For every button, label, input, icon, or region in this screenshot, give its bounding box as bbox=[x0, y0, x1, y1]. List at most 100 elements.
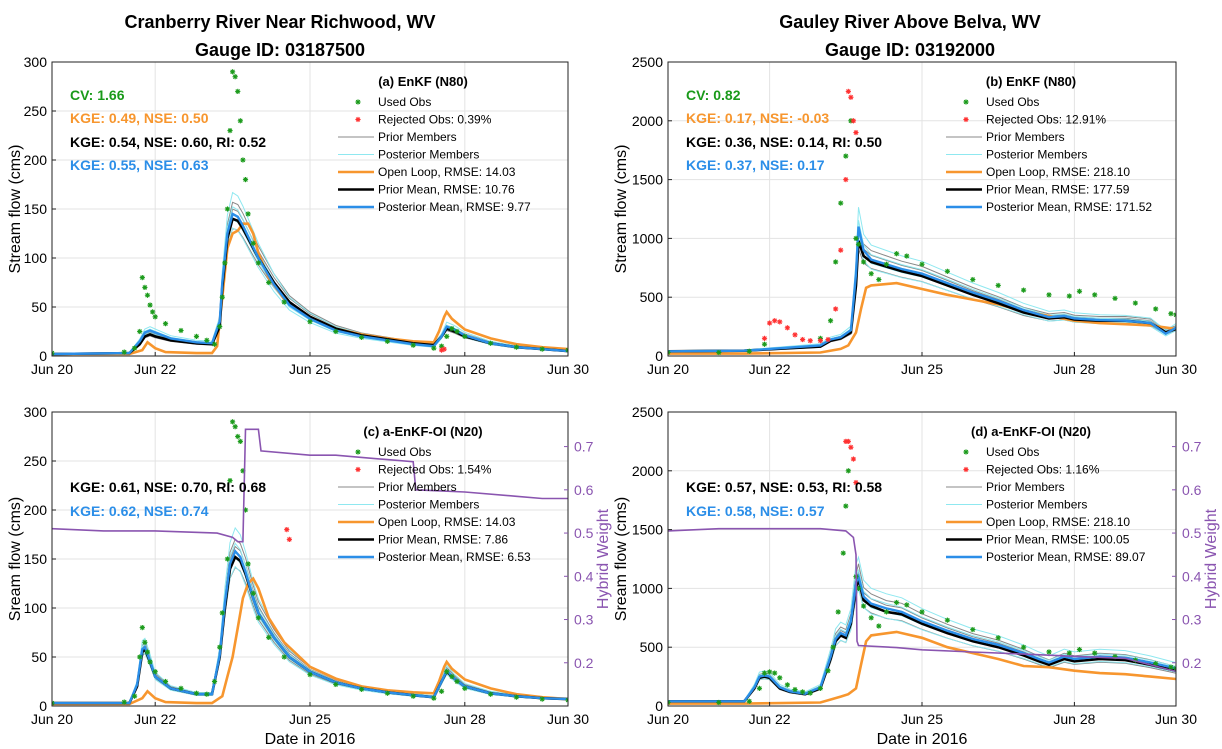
x-tick-label: Jun 25 bbox=[289, 361, 331, 377]
used-obs-point bbox=[245, 211, 251, 217]
open-loop-line bbox=[52, 576, 568, 706]
metric-open-loop: KGE: 0.49, NSE: 0.50 bbox=[70, 110, 209, 126]
legend-prior-members: Prior Members bbox=[946, 480, 1065, 494]
plot-area bbox=[52, 69, 568, 356]
x-tick-label: Jun 22 bbox=[749, 361, 791, 377]
used-obs-point bbox=[449, 674, 455, 680]
y-tick-label: 0 bbox=[39, 698, 47, 714]
marker-stroke bbox=[539, 346, 545, 352]
legend-marker bbox=[355, 449, 361, 455]
used-obs-point bbox=[838, 200, 844, 206]
marker-stroke bbox=[227, 128, 233, 133]
marker-stroke bbox=[1077, 289, 1082, 294]
marker-stroke bbox=[970, 277, 976, 282]
marker-stroke bbox=[945, 269, 950, 274]
used-obs-point bbox=[1112, 295, 1118, 301]
marker-stroke bbox=[861, 259, 866, 265]
used-obs-point bbox=[142, 284, 148, 290]
used-obs-point bbox=[144, 649, 151, 655]
marker-stroke bbox=[240, 157, 246, 163]
x-tick-label: Jun 30 bbox=[1155, 361, 1197, 377]
marker-stroke bbox=[884, 609, 889, 615]
metric-posterior: KGE: 0.58, NSE: 0.57 bbox=[686, 503, 825, 519]
marker-stroke bbox=[137, 329, 143, 334]
metric-open-loop: KGE: 0.17, NSE: -0.03 bbox=[686, 110, 829, 126]
used-obs-point bbox=[232, 424, 238, 430]
used-obs-point bbox=[217, 324, 223, 330]
used-obs-point bbox=[121, 349, 127, 355]
used-obs-point bbox=[150, 309, 156, 315]
rejected-obs-point bbox=[807, 338, 813, 344]
used-obs-point bbox=[454, 678, 460, 685]
marker-stroke bbox=[163, 679, 168, 684]
legend-rejected-obs: Rejected Obs: 1.54% bbox=[355, 463, 492, 477]
used-obs-point bbox=[995, 282, 1001, 289]
marker-stroke bbox=[963, 99, 969, 105]
marker-stroke bbox=[230, 419, 235, 425]
right-title-line1: Gauley River Above Belva, WV bbox=[779, 12, 1041, 32]
used-obs-point bbox=[384, 690, 390, 696]
used-obs-point bbox=[565, 347, 568, 353]
y-tick-label: 0 bbox=[655, 348, 663, 364]
marker-stroke bbox=[488, 340, 493, 346]
rejected-obs-point bbox=[850, 456, 857, 462]
used-obs-point bbox=[359, 686, 365, 692]
used-obs-point bbox=[868, 615, 874, 621]
marker-stroke bbox=[140, 625, 145, 630]
legend-posterior-members: Posterior Members bbox=[338, 148, 479, 162]
used-obs-point bbox=[307, 672, 313, 678]
x-tick-label: Jun 22 bbox=[749, 711, 791, 727]
marker-stroke bbox=[539, 696, 545, 702]
used-obs-point bbox=[193, 690, 200, 696]
marker-stroke bbox=[52, 350, 55, 354]
used-obs-point bbox=[137, 654, 143, 660]
rejected-obs-point bbox=[792, 332, 798, 338]
used-obs-point bbox=[211, 341, 218, 347]
marker-stroke bbox=[846, 439, 851, 444]
marker-stroke bbox=[772, 670, 777, 676]
y-tick-label: 300 bbox=[24, 404, 48, 420]
marker-stroke bbox=[235, 89, 241, 94]
marker-stroke bbox=[825, 337, 831, 342]
legend-marker bbox=[355, 116, 361, 123]
used-obs-point bbox=[1066, 650, 1072, 656]
used-obs-point bbox=[255, 615, 261, 621]
y2-tick-label: 0.6 bbox=[574, 482, 594, 498]
used-obs-point bbox=[237, 118, 243, 124]
used-obs-point bbox=[761, 670, 768, 676]
marker-stroke bbox=[355, 449, 361, 455]
marker-stroke bbox=[230, 69, 235, 75]
legend-posterior-mean: Posterior Mean, RMSE: 6.53 bbox=[338, 550, 531, 564]
y-tick-label: 1500 bbox=[632, 172, 663, 188]
legend-label: Posterior Members bbox=[986, 498, 1087, 512]
y2-tick-label: 0.4 bbox=[574, 568, 594, 584]
y2-axis-label: Hybrid Weight bbox=[595, 508, 612, 609]
marker-stroke bbox=[145, 292, 150, 298]
used-obs-point bbox=[767, 669, 773, 675]
used-obs-point bbox=[142, 639, 148, 645]
y-axis-label: Sream flow (cms) bbox=[7, 497, 24, 621]
used-obs-point bbox=[1021, 287, 1027, 293]
y2-tick-label: 0.2 bbox=[574, 655, 594, 671]
marker-stroke bbox=[204, 691, 210, 697]
marker-stroke bbox=[828, 318, 833, 324]
x-tick-label: Jun 25 bbox=[289, 711, 331, 727]
legend-label: Used Obs bbox=[986, 95, 1039, 109]
used-obs-point bbox=[255, 260, 261, 266]
rejected-obs-point bbox=[284, 527, 290, 533]
marker-stroke bbox=[439, 689, 444, 694]
marker-stroke bbox=[1133, 300, 1138, 306]
marker-stroke bbox=[777, 319, 783, 325]
y2-tick-label: 0.6 bbox=[1182, 482, 1202, 498]
legend-label: Posterior Members bbox=[378, 498, 479, 512]
used-obs-point bbox=[454, 328, 460, 335]
marker-stroke bbox=[355, 99, 361, 105]
y-tick-label: 150 bbox=[24, 551, 48, 567]
marker-stroke bbox=[818, 338, 823, 344]
open-loop-line bbox=[668, 630, 1176, 705]
used-obs-point bbox=[333, 681, 339, 688]
legend-marker bbox=[355, 466, 361, 473]
right-title-line2: Gauge ID: 03192000 bbox=[824, 40, 996, 60]
marker-stroke bbox=[488, 691, 493, 697]
